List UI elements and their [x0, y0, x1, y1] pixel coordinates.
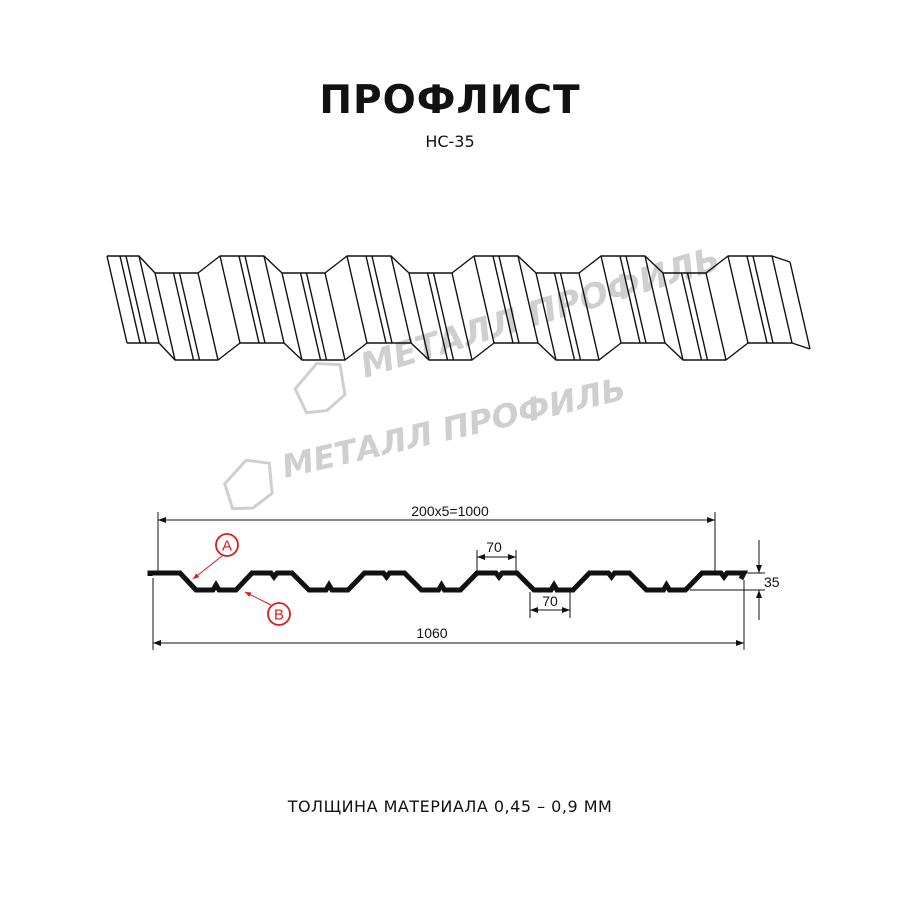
sheet-fold-line	[535, 272, 557, 361]
sheet-fold-line	[473, 255, 495, 344]
sheet-fold-line	[324, 272, 346, 361]
sheet-fold-line	[662, 272, 684, 361]
sheet-stiffener-line	[365, 255, 387, 344]
dimension-height	[690, 540, 765, 620]
sheet-fold-line	[346, 255, 368, 344]
sheet-stiffener-line	[172, 272, 195, 361]
dimension-total-width	[152, 578, 745, 650]
sheet-fold-line	[106, 255, 128, 344]
dimension-crest-width-label: 70	[486, 539, 502, 555]
page-title: ПРОФЛИСТ	[319, 78, 581, 123]
cross-section-view	[147, 570, 749, 593]
watermark-logo-icon	[223, 458, 274, 511]
model-subtitle: НС-35	[425, 132, 475, 151]
sheet-fold-line	[219, 255, 241, 344]
sheet-fold-line	[705, 272, 727, 361]
sheet-stiffener-line	[125, 255, 147, 344]
sheet-stiffener-line	[686, 272, 709, 361]
sheet-stiffener-line	[426, 272, 449, 361]
dimension-trough-width	[529, 592, 571, 618]
callout-b: B	[244, 591, 291, 626]
sheet-fold-line	[154, 272, 176, 361]
sheet-stiffener-line	[559, 272, 582, 361]
material-thickness-note: ТОЛЩИНА МАТЕРИАЛА 0,45 – 0,9 ММ	[287, 797, 613, 816]
sheet-fold-line	[390, 255, 412, 344]
sheet-stiffener-line	[238, 255, 260, 344]
isometric-sheet-view	[106, 255, 811, 361]
sheet-fold-line	[578, 272, 600, 361]
callout-b-label: B	[274, 607, 284, 624]
sheet-fold-line	[263, 255, 285, 344]
sheet-stiffener-line	[119, 255, 141, 344]
sheet-stiffener-line	[244, 255, 266, 344]
watermark-text: МЕТАЛЛ ПРОФИЛЬ	[356, 239, 725, 386]
sheet-stiffener-line	[498, 255, 520, 344]
callout-a: A	[192, 533, 239, 580]
sheet-fold-line	[281, 272, 303, 361]
sheet-fold-line	[451, 272, 473, 361]
watermark-text: МЕТАЛЛ ПРОФИЛЬ	[278, 370, 629, 486]
sheet-stiffener-line	[432, 272, 455, 361]
sheet-fold-line	[197, 272, 219, 361]
sheet-fold-line	[600, 255, 622, 344]
watermark-logo-icon	[293, 361, 347, 415]
sheet-stiffener-line	[299, 272, 322, 361]
dimension-height-label: 35	[764, 574, 780, 590]
dimension-pitch	[157, 512, 716, 573]
sheet-stiffener-line	[746, 255, 768, 344]
sheet-stiffener-line	[752, 255, 774, 344]
dimension-crest-width	[476, 550, 517, 572]
sheet-stiffener-line	[492, 255, 514, 344]
callout-a-label: A	[222, 538, 232, 555]
sheet-stiffener-line	[553, 272, 576, 361]
sheet-fold-line	[517, 255, 539, 344]
sheet-fold-line	[771, 255, 793, 344]
sheet-stiffener-line	[619, 255, 641, 344]
sheet-fold-line	[138, 255, 160, 344]
sheet-stiffener-line	[680, 272, 703, 361]
sheet-fold-line	[644, 255, 666, 344]
sheet-stiffener-line	[178, 272, 201, 361]
sheet-fold-line	[789, 261, 811, 350]
sheet-fold-line	[727, 255, 749, 344]
dimension-trough-width-label: 70	[542, 593, 558, 609]
sheet-stiffener-line	[305, 272, 328, 361]
profile-outline	[147, 570, 749, 593]
dimension-pitch-label: 200x5=1000	[411, 503, 489, 519]
sheet-stiffener-line	[371, 255, 393, 344]
sheet-stiffener-line	[625, 255, 647, 344]
sheet-fold-line	[408, 272, 430, 361]
watermark-bottom: МЕТАЛЛ ПРОФИЛЬ	[223, 370, 629, 511]
dimension-total-width-label: 1060	[416, 625, 447, 641]
